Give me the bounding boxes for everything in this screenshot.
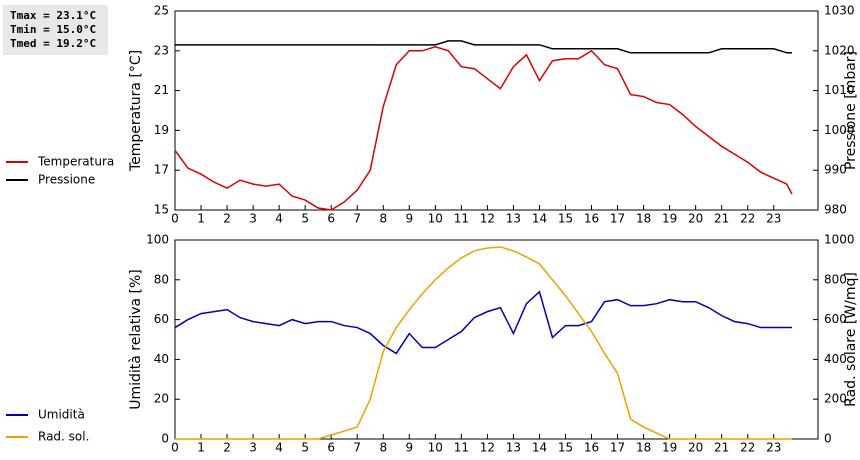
- x-tick-label: 22: [740, 441, 755, 455]
- x-tick-label: 17: [610, 212, 625, 226]
- y2-tick-label: 200: [824, 392, 847, 406]
- y-tick-label: 100: [146, 233, 169, 247]
- x-tick-label: 4: [275, 212, 283, 226]
- x-tick-label: 8: [379, 212, 387, 226]
- x-tick-label: 19: [662, 441, 677, 455]
- x-tick-label: 19: [662, 212, 677, 226]
- x-tick-label: 14: [532, 441, 547, 455]
- stats-box: [3, 5, 108, 55]
- x-tick-label: 11: [454, 441, 469, 455]
- y2-tick-label: 400: [824, 352, 847, 366]
- x-tick-label: 4: [275, 441, 283, 455]
- y2-tick-label: 990: [824, 163, 847, 177]
- x-tick-label: 20: [688, 212, 703, 226]
- y-axis-label: Temperatura [°C]: [128, 50, 144, 172]
- y-tick-label: 23: [154, 43, 169, 57]
- y2-tick-label: 1000: [824, 233, 855, 247]
- x-tick-label: 6: [327, 441, 335, 455]
- x-tick-label: 9: [405, 441, 413, 455]
- x-tick-label: 5: [301, 212, 309, 226]
- y2-tick-label: 1020: [824, 43, 855, 57]
- x-tick-label: 13: [506, 212, 521, 226]
- y-tick-label: 25: [154, 4, 169, 18]
- x-tick-label: 14: [532, 212, 547, 226]
- x-tick-label: 2: [223, 441, 231, 455]
- x-tick-label: 0: [171, 212, 179, 226]
- y2-tick-label: 1030: [824, 4, 855, 18]
- y-tick-label: 0: [161, 432, 169, 446]
- series-line: [175, 246, 792, 440]
- y-tick-label: 20: [154, 392, 169, 406]
- y2-tick-label: 800: [824, 272, 847, 286]
- series-line: [174, 290, 792, 355]
- x-tick-label: 11: [454, 212, 469, 226]
- x-tick-label: 8: [379, 441, 387, 455]
- x-tick-label: 3: [249, 441, 257, 455]
- x-tick-label: 2: [223, 212, 231, 226]
- legend-label: Pressione: [38, 173, 95, 187]
- y2-tick-label: 1000: [824, 123, 855, 137]
- x-tick-label: 22: [740, 212, 755, 226]
- y2-tick-label: 600: [824, 312, 847, 326]
- y2-tick-label: 0: [824, 432, 832, 446]
- plot-frame: [174, 239, 819, 440]
- y-tick-label: 15: [154, 203, 169, 217]
- x-tick-label: 1: [197, 212, 205, 226]
- annotation: Tmed = 19.2°C: [10, 37, 96, 50]
- y2-axis-label: Rad. solare [W/mq]: [843, 272, 859, 407]
- y-tick-label: 60: [154, 312, 169, 326]
- x-tick-label: 16: [584, 212, 599, 226]
- y-tick-label: 21: [154, 83, 169, 97]
- y2-tick-label: 1010: [824, 83, 855, 97]
- y-tick-label: 80: [154, 272, 169, 286]
- x-tick-label: 6: [327, 212, 335, 226]
- legend-label: Temperatura: [37, 155, 114, 169]
- x-tick-label: 18: [636, 441, 651, 455]
- series-line: [175, 40, 792, 54]
- x-tick-label: 12: [480, 441, 495, 455]
- x-tick-label: 23: [766, 212, 781, 226]
- x-tick-label: 7: [353, 212, 361, 226]
- plot-frame: [174, 10, 819, 211]
- x-tick-label: 21: [714, 212, 729, 226]
- legend-label: Umidità: [38, 408, 85, 422]
- x-tick-label: 7: [353, 441, 361, 455]
- x-tick-label: 18: [636, 212, 651, 226]
- x-tick-label: 21: [714, 441, 729, 455]
- x-tick-label: 15: [558, 441, 573, 455]
- x-tick-label: 0: [171, 441, 179, 455]
- x-tick-label: 12: [480, 212, 495, 226]
- y-tick-label: 19: [154, 123, 169, 137]
- x-tick-label: 10: [428, 212, 443, 226]
- x-tick-label: 9: [405, 212, 413, 226]
- x-tick-label: 1: [197, 441, 205, 455]
- x-tick-label: 23: [766, 441, 781, 455]
- x-tick-label: 13: [506, 441, 521, 455]
- legend-label: Rad. sol.: [38, 430, 89, 444]
- x-tick-label: 17: [610, 441, 625, 455]
- x-tick-label: 5: [301, 441, 309, 455]
- x-tick-label: 15: [558, 212, 573, 226]
- y-tick-label: 17: [154, 163, 169, 177]
- y2-axis-label: Pressione [mbar]: [843, 51, 859, 170]
- annotation: Tmax = 23.1°C: [10, 9, 96, 22]
- y-tick-label: 40: [154, 352, 169, 366]
- x-tick-label: 3: [249, 212, 257, 226]
- x-tick-label: 16: [584, 441, 599, 455]
- x-tick-label: 20: [688, 441, 703, 455]
- x-tick-label: 10: [428, 441, 443, 455]
- series-line: [174, 46, 793, 211]
- y-axis-label: Umidità relativa [%]: [128, 269, 144, 410]
- annotation: Tmin = 15.0°C: [10, 23, 96, 36]
- y2-tick-label: 980: [824, 203, 847, 217]
